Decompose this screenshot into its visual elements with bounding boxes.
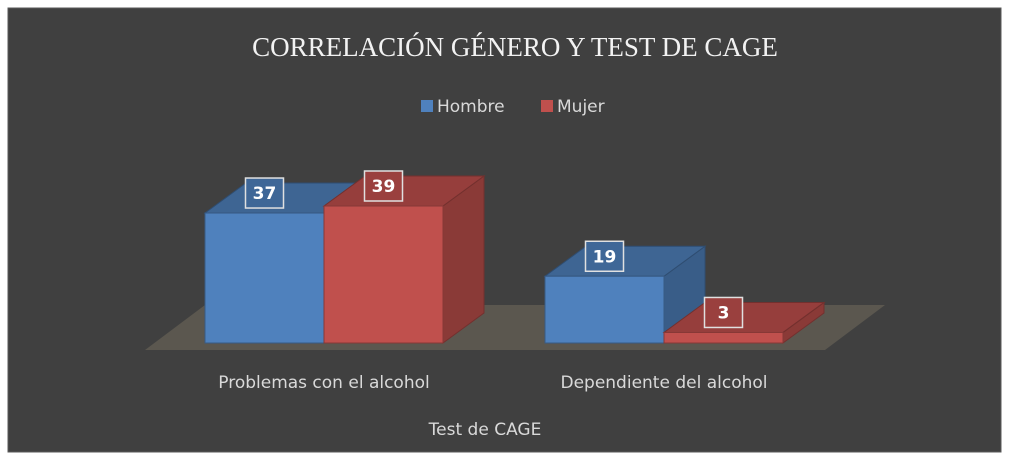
- bar-front: [204, 212, 325, 344]
- chart-background: [7, 7, 1002, 453]
- data-label: 37: [253, 184, 277, 204]
- x-tick-label: Dependiente del alcohol: [560, 373, 767, 393]
- data-label: 19: [593, 247, 617, 267]
- legend-swatch: [421, 100, 433, 112]
- legend-swatch: [541, 100, 553, 112]
- chart-title: CORRELACIÓN GÉNERO Y TEST DE CAGE: [252, 32, 778, 62]
- data-label: 39: [372, 177, 396, 197]
- bar-front: [544, 275, 665, 344]
- data-label-box: [363, 170, 404, 202]
- data-label-box: [584, 240, 625, 273]
- x-axis-title: Test de CAGE: [428, 420, 542, 440]
- data-label: 3: [718, 303, 730, 323]
- legend-label: Mujer: [557, 97, 605, 117]
- legend-label: Hombre: [437, 97, 505, 117]
- data-label-box: [244, 177, 285, 209]
- bar: [322, 175, 486, 344]
- x-tick-label: Problemas con el alcohol: [218, 373, 429, 393]
- bar-front: [323, 205, 444, 344]
- bar-front: [663, 331, 784, 344]
- data-label-box: [703, 296, 744, 329]
